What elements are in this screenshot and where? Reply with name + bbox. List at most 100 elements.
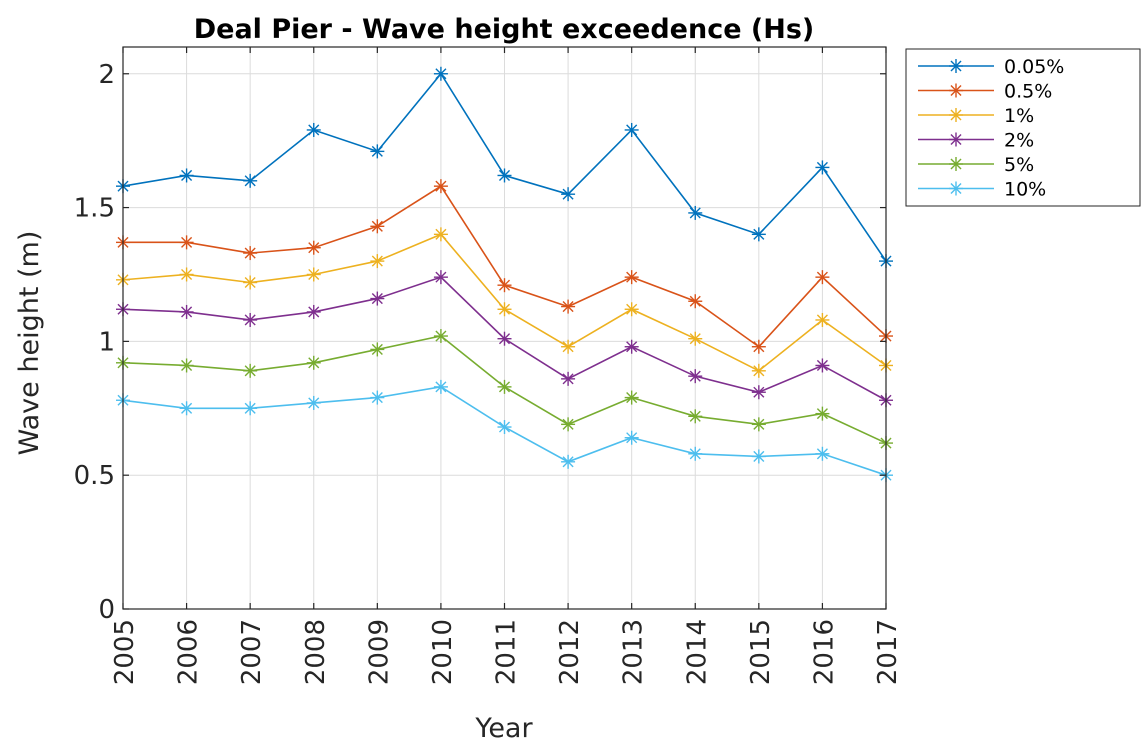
data-point [751,339,766,354]
data-point [370,390,385,405]
marker-stroke [244,402,256,414]
data-point [561,339,576,354]
data-point [433,227,448,242]
data-point [815,446,830,461]
marker-stroke [181,169,193,181]
data-point [179,168,194,183]
data-point [688,294,703,309]
data-point [243,363,258,378]
marker-stroke [435,228,447,240]
x-axis-label: Year [474,713,533,744]
marker-stroke [626,303,638,315]
marker-stroke [308,268,320,281]
marker-stroke [753,386,765,398]
marker-stroke [753,418,765,430]
y-tick-label: 2 [98,60,115,90]
legend-marker [949,157,963,171]
grid [122,47,887,610]
marker-stroke [689,333,701,345]
data-point [243,312,258,327]
data-point [624,302,639,317]
legend-item: 5% [918,154,1034,176]
data-point [688,409,703,424]
legend-label: 5% [1004,154,1034,176]
legend-label: 0.5% [1004,81,1052,103]
data-point [815,270,830,285]
x-tick-label: 2017 [873,619,903,685]
data-point [815,358,830,373]
marker-stroke [498,381,511,393]
x-tick-label: 2014 [682,619,712,685]
data-point [370,219,385,234]
data-point [433,66,448,81]
data-point [624,339,639,354]
marker-stroke [816,314,828,326]
legend-marker [949,83,963,98]
series-1% [116,227,893,378]
data-point [751,385,766,400]
legend-label: 1% [1004,105,1034,127]
data-point [688,331,703,346]
data-point [815,160,830,175]
data-point [815,406,830,421]
legend-marker [949,181,963,196]
x-tick-label: 2015 [746,619,776,685]
marker-stroke [689,448,701,460]
marker-stroke [950,60,962,72]
marker-stroke [498,279,511,291]
data-point [306,122,321,137]
marker-stroke [950,182,962,195]
marker-stroke [562,301,574,313]
x-tick-label: 2011 [492,619,522,685]
data-point [751,417,766,432]
series-2% [116,270,893,408]
marker-stroke [371,392,383,404]
x-tick-label: 2012 [555,619,585,685]
marker-stroke [435,271,447,283]
legend-marker [949,59,963,73]
data-point [497,420,512,435]
data-point [306,304,321,319]
marker-stroke [562,456,574,468]
y-axis-label: Wave height (m) [14,231,45,456]
legend-box [905,48,1141,207]
marker-stroke [308,357,320,369]
marker-stroke [562,418,574,430]
data-point [243,246,258,261]
y-tick-label: 0.5 [74,461,115,491]
marker-stroke [950,158,962,170]
legend: 0.05% 0.5%1% 2%5% 10% [905,48,1141,207]
marker-stroke [181,306,193,318]
marker-stroke [435,330,447,342]
marker-stroke [244,276,256,289]
data-point [561,454,576,469]
marker-stroke [435,381,447,393]
chart-title: Deal Pier - Wave height exceedence (Hs) [194,14,815,45]
data-point [306,267,321,282]
data-point [624,270,639,285]
y-tick-label: 1 [98,327,115,357]
data-point [433,329,448,344]
data-point [497,302,512,317]
marker-stroke [371,343,383,355]
marker-stroke [371,220,383,232]
marker-stroke [181,268,193,281]
marker-stroke [753,450,765,462]
data-point [497,168,512,183]
marker-stroke [816,161,828,173]
data-point [688,446,703,461]
data-point [561,417,576,432]
data-point [433,270,448,285]
marker-stroke [689,295,701,307]
marker-stroke [562,373,574,385]
marker-stroke [181,402,193,414]
marker-stroke [626,392,638,404]
data-point [306,355,321,370]
data-point [624,390,639,405]
data-point [751,227,766,242]
x-tick-label: 2008 [301,619,331,685]
marker-stroke [689,370,701,382]
marker-stroke [562,188,574,200]
